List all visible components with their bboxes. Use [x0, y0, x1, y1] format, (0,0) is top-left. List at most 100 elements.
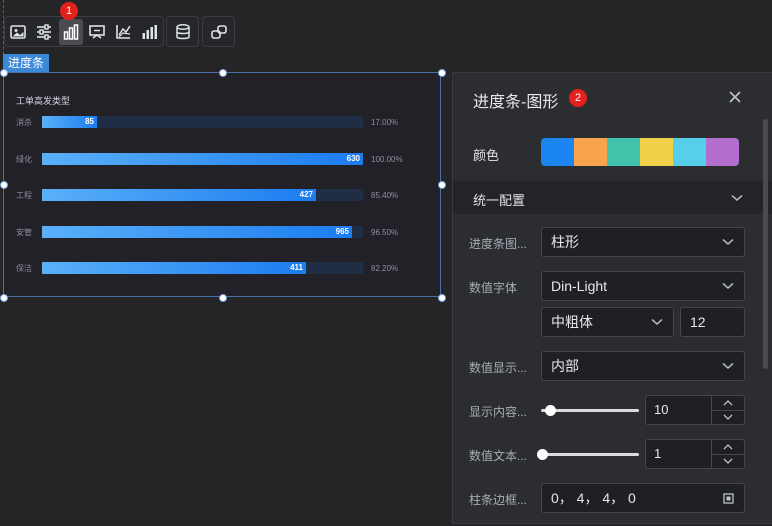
value-font-label: 数值字体: [469, 281, 518, 295]
alignment-guide: [3, 0, 4, 70]
step-bar-icon[interactable]: [138, 19, 162, 45]
table-chart-icon[interactable]: [85, 19, 109, 45]
percent-label: 82.20%: [371, 264, 399, 273]
config-panel: 进度条-图形 2 颜色 统一配置 进度条图... 柱形 数值字体 Din-Lig…: [452, 72, 772, 524]
category-label: 绿化: [16, 154, 32, 164]
step-badge-2: 2: [569, 89, 587, 107]
sliders-icon[interactable]: [32, 19, 56, 45]
increment-button[interactable]: [712, 396, 744, 411]
percent-label: 85.40%: [371, 191, 399, 200]
value-display-value: 内部: [551, 358, 579, 374]
display-content-stepper[interactable]: 10: [645, 395, 745, 425]
progress-bar: 427: [42, 189, 316, 201]
resize-handle-bottom-right[interactable]: [438, 294, 446, 302]
bar-value-label: 630: [346, 153, 360, 163]
color-swatch-5[interactable]: [673, 138, 706, 166]
chevron-down-icon: [723, 458, 733, 464]
progress-bar: 85: [42, 116, 97, 128]
font-weight-select[interactable]: 中粗体: [541, 307, 674, 337]
progress-track: 427: [42, 189, 363, 201]
panel-title: 进度条-图形: [473, 94, 559, 111]
decrement-button[interactable]: [712, 410, 744, 424]
color-swatch-1[interactable]: [541, 138, 574, 166]
color-palette[interactable]: [541, 138, 739, 166]
section-header[interactable]: 统一配置: [453, 181, 772, 214]
percent-label: 100.00%: [371, 154, 403, 164]
chart-type-toolbar: [4, 16, 164, 47]
value-text-value: 1: [654, 446, 662, 461]
value-text-slider-thumb[interactable]: [537, 449, 548, 460]
bar-value-label: 427: [299, 190, 313, 199]
section-title: 统一配置: [473, 193, 526, 208]
bar-border-label: 柱条边框...: [469, 493, 528, 507]
increment-button[interactable]: [712, 440, 744, 455]
chevron-down-icon: [731, 194, 743, 202]
image-icon[interactable]: [6, 19, 30, 45]
bar-type-value: 柱形: [551, 234, 579, 250]
database-icon[interactable]: [170, 19, 196, 45]
value-display-select[interactable]: 内部: [541, 351, 745, 381]
font-size-input[interactable]: 12: [680, 307, 745, 337]
font-size-value: 12: [690, 314, 706, 330]
bar-type-label: 进度条图...: [469, 237, 528, 251]
progress-track: 965: [42, 225, 363, 238]
value-font-select[interactable]: Din-Light: [541, 271, 745, 301]
axis-chart-icon[interactable]: [111, 19, 135, 45]
chevron-down-icon: [722, 362, 734, 370]
resize-handle-right[interactable]: [438, 181, 446, 189]
interaction-toolbar: [202, 16, 235, 47]
panel-scrollbar[interactable]: [763, 119, 768, 369]
progress-track: 85: [42, 116, 363, 128]
value-font-value: Din-Light: [551, 278, 608, 294]
chevron-down-icon: [723, 414, 733, 420]
bar-value-label: 85: [85, 117, 94, 126]
category-label: 工程: [16, 191, 32, 200]
value-text-slider[interactable]: [541, 453, 639, 456]
value-text-label: 数值文本...: [469, 449, 528, 463]
progress-track: 630: [42, 152, 363, 165]
category-label: 安管: [16, 227, 32, 237]
category-label: 保洁: [16, 264, 32, 273]
component-label[interactable]: 进度条: [3, 54, 50, 72]
percent-label: 96.50%: [371, 227, 399, 237]
display-content-slider[interactable]: [541, 409, 639, 412]
chevron-up-icon: [723, 400, 733, 406]
resize-handle-top-right[interactable]: [438, 69, 446, 77]
color-swatch-2[interactable]: [574, 138, 607, 166]
progress-bar: 411: [42, 262, 306, 274]
data-toolbar: [166, 16, 199, 47]
color-swatch-4[interactable]: [640, 138, 673, 166]
chevron-up-icon: [723, 444, 733, 450]
color-swatch-6[interactable]: [706, 138, 739, 166]
chart-title: 工单高发类型: [16, 96, 71, 106]
progress-bar-component[interactable]: 工单高发类型 消杀 85 17.00% 绿化 630 100.00% 工程 427 85.40%…: [3, 72, 441, 297]
corner-radius-icon[interactable]: [723, 493, 734, 504]
value-text-stepper[interactable]: 1: [645, 439, 745, 469]
progress-bar: 965: [42, 225, 352, 238]
progress-track: 411: [42, 262, 363, 274]
step-badge-1: 1: [60, 2, 78, 20]
resize-handle-top-left[interactable]: [0, 69, 8, 77]
bar-border-value: 0， 4， 4， 0: [551, 490, 636, 506]
resize-handle-left[interactable]: [0, 181, 8, 189]
value-display-label: 数值显示...: [469, 361, 528, 375]
resize-handle-bottom[interactable]: [219, 294, 227, 302]
bar-value-label: 411: [290, 263, 303, 272]
chevron-down-icon: [651, 318, 663, 326]
resize-handle-top[interactable]: [219, 69, 227, 77]
bar-type-select[interactable]: 柱形: [541, 227, 745, 257]
font-weight-value: 中粗体: [551, 314, 593, 330]
close-icon[interactable]: [727, 89, 743, 105]
bar-border-input[interactable]: 0， 4， 4， 0: [541, 483, 745, 513]
decrement-button[interactable]: [712, 454, 744, 468]
percent-label: 17.00%: [371, 118, 399, 127]
display-content-value: 10: [654, 402, 669, 417]
chevron-down-icon: [722, 282, 734, 290]
chevron-down-icon: [722, 238, 734, 246]
resize-handle-bottom-left[interactable]: [0, 294, 8, 302]
link-icon[interactable]: [206, 19, 232, 45]
bar-chart-icon[interactable]: [58, 18, 83, 45]
color-swatch-3[interactable]: [607, 138, 640, 166]
category-label: 消杀: [16, 118, 32, 127]
display-content-slider-thumb[interactable]: [545, 405, 556, 416]
